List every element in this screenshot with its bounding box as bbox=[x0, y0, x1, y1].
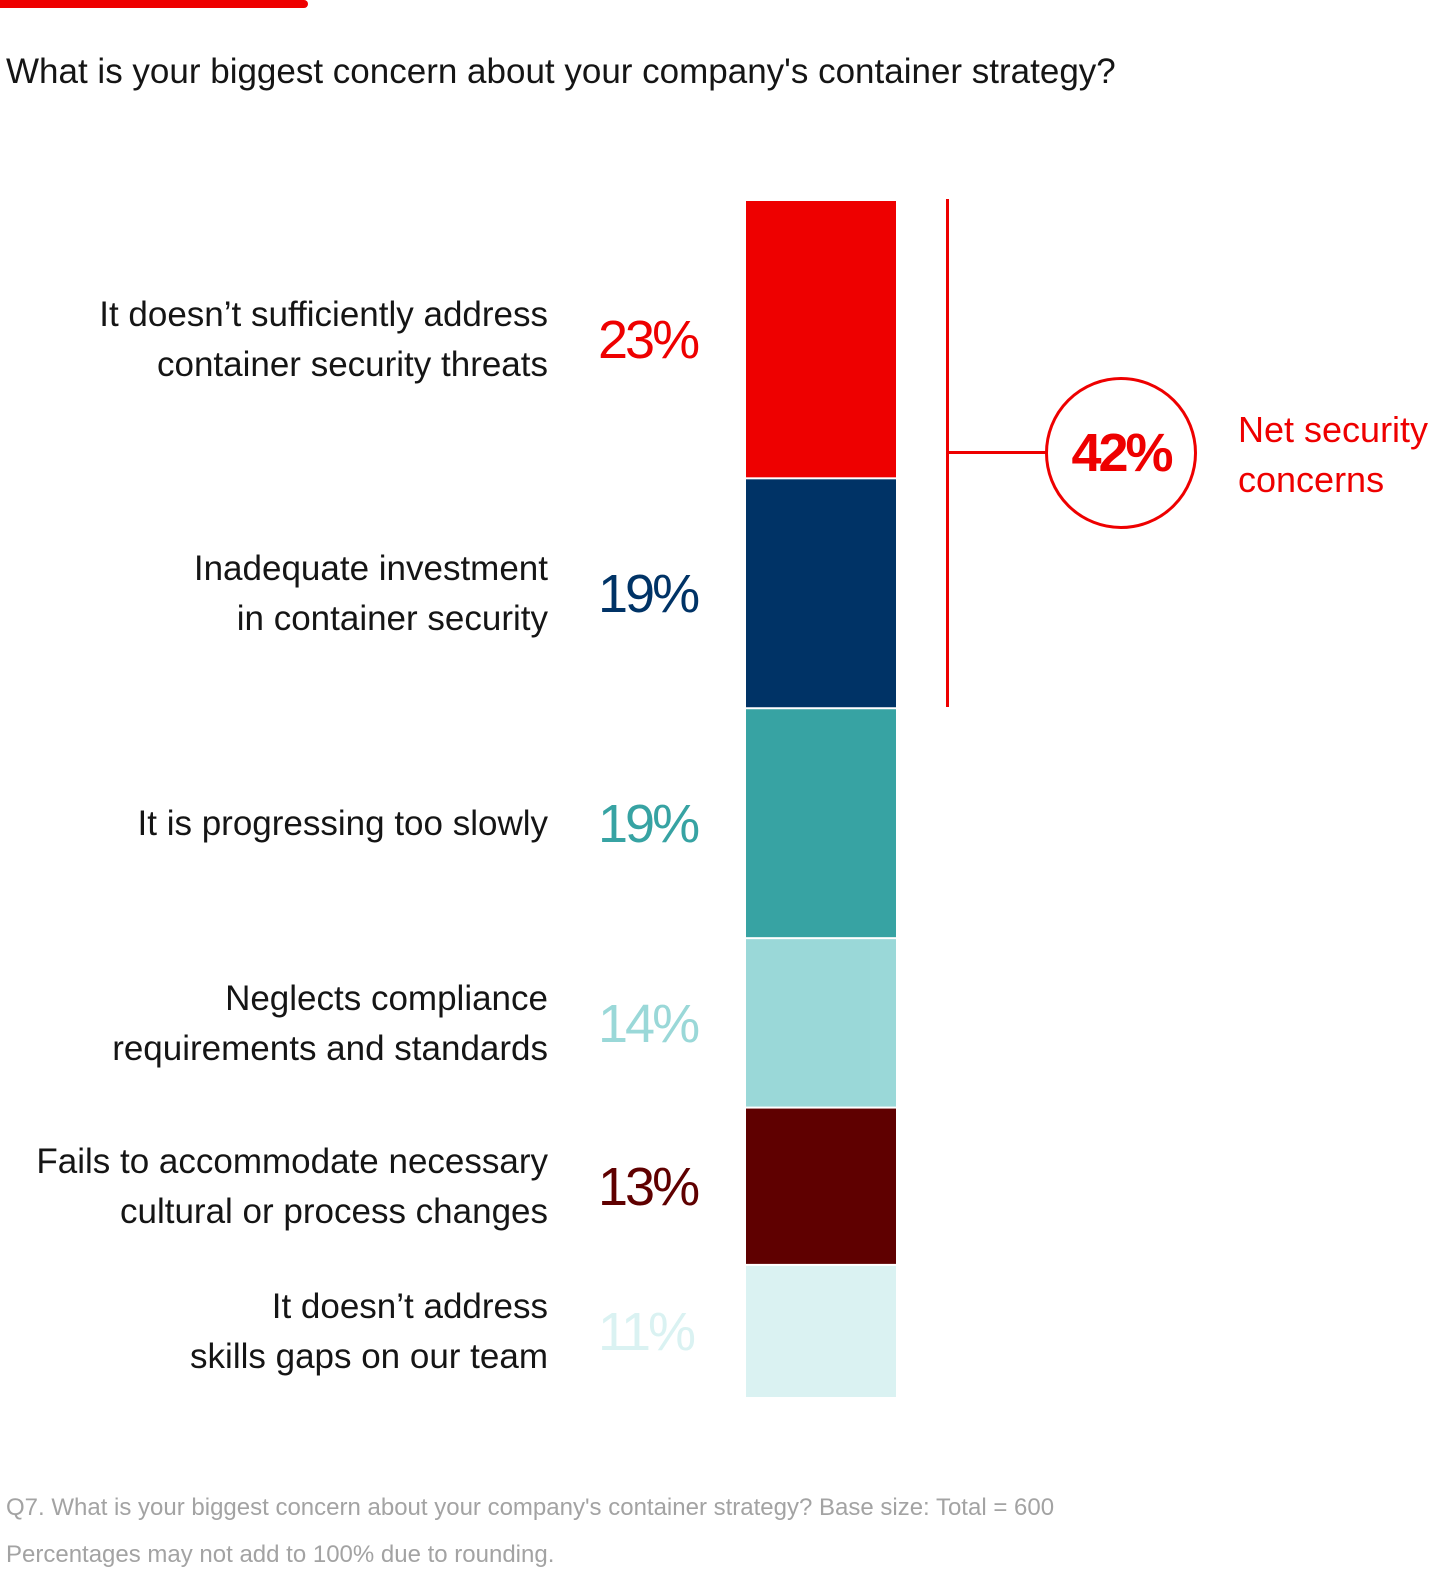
category-label-line: Fails to accommodate necessary bbox=[36, 1142, 548, 1182]
net-bracket-connector bbox=[946, 451, 1046, 454]
value-label: 11% bbox=[598, 1302, 696, 1363]
bar-segment bbox=[746, 709, 896, 938]
category-label: It doesn’t address skills gaps on our tea… bbox=[190, 1282, 548, 1382]
bar-segment bbox=[746, 939, 896, 1107]
net-label: Net security concerns bbox=[1238, 405, 1428, 505]
category-label-line: It doesn’t address bbox=[271, 1287, 548, 1327]
category-label-line: cultural or process changes bbox=[120, 1192, 548, 1232]
category-label-line: It is progressing too slowly bbox=[137, 804, 548, 844]
value-label: 23% bbox=[598, 310, 700, 371]
value-label: 19% bbox=[598, 794, 700, 855]
category-label: Fails to accommodate necessary cultural o… bbox=[36, 1137, 548, 1237]
category-label-line: It doesn’t sufficiently address bbox=[99, 295, 548, 335]
category-label: It is progressing too slowly bbox=[138, 799, 548, 849]
value-label: 19% bbox=[598, 564, 700, 625]
category-label: Inadequate investment in container securi… bbox=[194, 544, 548, 644]
category-label: It doesn’t sufficiently address container… bbox=[99, 290, 548, 390]
bar-segment bbox=[746, 1265, 896, 1397]
bar-segment bbox=[746, 1108, 896, 1264]
value-label: 14% bbox=[598, 993, 700, 1054]
category-label-line: Inadequate investment bbox=[193, 549, 548, 589]
footnote-question: Q7. What is your biggest concern about y… bbox=[6, 1494, 1055, 1521]
net-value-circle: 42% bbox=[1045, 377, 1197, 529]
category-label-line: in container security bbox=[236, 599, 548, 639]
category-label-line: Neglects compliance bbox=[225, 978, 548, 1018]
value-label: 13% bbox=[598, 1157, 700, 1218]
chart-title: What is your biggest concern about your … bbox=[6, 52, 1116, 91]
net-label-line: concerns bbox=[1238, 459, 1385, 500]
category-label-line: skills gaps on our team bbox=[190, 1337, 548, 1377]
category-label-line: container security threats bbox=[156, 345, 548, 385]
bar-segment bbox=[746, 201, 896, 478]
net-value: 42% bbox=[1071, 423, 1173, 483]
accent-bar bbox=[0, 0, 308, 8]
net-label-line: Net security bbox=[1238, 409, 1429, 450]
category-label: Neglects compliance requirements and stan… bbox=[112, 974, 548, 1074]
footnote-rounding: Percentages may not add to 100% due to r… bbox=[6, 1541, 555, 1568]
category-label-line: requirements and standards bbox=[112, 1028, 548, 1068]
bar-segment bbox=[746, 479, 896, 708]
